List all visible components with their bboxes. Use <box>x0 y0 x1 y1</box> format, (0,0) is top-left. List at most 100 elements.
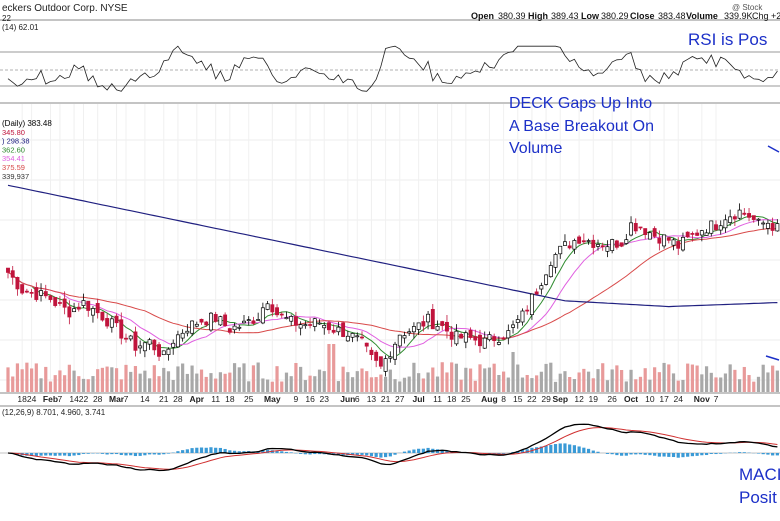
macd-histogram-bar <box>190 448 193 453</box>
rsi-label: (14) 62.01 <box>2 23 39 32</box>
candle-body-down <box>441 322 444 326</box>
candle-body-up <box>766 223 769 228</box>
macd-histogram-bar <box>280 451 283 453</box>
candle-body-up <box>384 359 387 372</box>
candle-body-up <box>516 320 519 323</box>
candle <box>393 342 396 365</box>
candle <box>342 321 345 337</box>
candle <box>96 299 99 319</box>
x-tick-label: 28 <box>93 394 103 404</box>
volume-bar <box>719 377 722 392</box>
macd-histogram-bar <box>662 453 665 457</box>
volume-bar <box>521 378 524 392</box>
candle-body-down <box>771 223 774 230</box>
candle-body-down <box>615 241 618 247</box>
macd-histogram-bar <box>762 453 765 454</box>
rsi-panel <box>0 46 780 91</box>
candle-body-down <box>474 337 477 341</box>
candle-body-down <box>280 314 283 315</box>
volume-bar <box>323 371 326 392</box>
candle-body-down <box>431 309 434 328</box>
volume-bar <box>502 372 505 392</box>
macd-histogram-bar <box>72 453 75 456</box>
candle <box>686 231 689 238</box>
candle-body-down <box>77 307 80 309</box>
macd-histogram-bar <box>63 453 66 456</box>
candle <box>261 303 264 325</box>
candle <box>91 306 94 322</box>
candle <box>308 318 311 329</box>
candle-body-up <box>318 323 321 324</box>
candle-body-up <box>681 237 684 250</box>
candle-body-up <box>483 338 486 348</box>
volume-bar <box>544 364 547 392</box>
volume-bar <box>653 367 656 392</box>
macd-histogram-bar <box>124 453 127 455</box>
candle <box>224 312 227 327</box>
macd-histogram-bar <box>757 453 760 454</box>
candle-body-up <box>455 331 458 344</box>
candle <box>209 312 212 332</box>
candle <box>629 216 632 236</box>
macd-histogram-bar <box>176 451 179 453</box>
x-tick-label: May <box>264 394 281 404</box>
volume-bar <box>667 364 670 392</box>
candle-body-down <box>535 292 538 294</box>
candle-body-up <box>238 327 241 328</box>
candle-body-down <box>205 322 208 325</box>
volume-bar <box>351 377 354 392</box>
candle-body-up <box>762 223 765 224</box>
volume-bar <box>224 374 227 392</box>
candle-body-up <box>172 343 175 347</box>
x-tick-label: 7 <box>714 394 719 404</box>
candle-body-down <box>677 241 680 248</box>
macd-histogram-bar <box>771 453 774 455</box>
candle <box>667 237 670 243</box>
volume-bar <box>6 367 9 392</box>
volume-bar <box>106 367 109 392</box>
volume-bar <box>72 371 75 392</box>
candle-body-down <box>308 324 311 325</box>
candle-body-up <box>247 320 250 321</box>
volume-bar <box>134 366 137 392</box>
candle-body-up <box>549 266 552 277</box>
volume-bar <box>483 368 486 392</box>
macd-histogram-bar <box>629 453 632 454</box>
volume-bars <box>6 344 779 392</box>
ma-mid-line <box>8 220 777 348</box>
x-tick-label: 6 <box>355 394 360 404</box>
candle <box>304 321 307 329</box>
candle <box>87 301 90 317</box>
macd-histogram-bar <box>167 453 170 454</box>
candle <box>653 226 656 238</box>
candle-body-up <box>436 326 439 330</box>
volume-bar <box>681 380 684 392</box>
volume-bar <box>582 369 585 392</box>
candle-body-up <box>82 301 85 306</box>
high-value: 389.43 <box>551 11 579 21</box>
x-tick-label: 11 <box>433 394 442 404</box>
volume-bar <box>696 366 699 392</box>
candle <box>351 333 354 343</box>
volume-bar <box>601 363 604 392</box>
macd-histogram-bar <box>87 453 90 454</box>
candle-body-down <box>644 229 647 235</box>
x-tick-label: 18 <box>17 394 27 404</box>
volume-bar <box>129 372 132 392</box>
volume-bar <box>776 371 779 392</box>
macd-histogram-bar <box>375 453 378 457</box>
x-tick-label: 25 <box>461 394 471 404</box>
candle <box>606 240 609 257</box>
x-tick-label: 12 <box>574 394 584 404</box>
volume-bar <box>153 365 156 392</box>
ma-fast-line <box>8 216 777 357</box>
volume-bar <box>290 376 293 392</box>
volume-bar <box>124 365 127 392</box>
candle <box>172 339 175 354</box>
legend-entry: 375.59 <box>2 163 25 172</box>
candle-body-up <box>261 308 264 323</box>
macd-histogram-bar <box>120 453 123 455</box>
x-tick-label: 11 <box>211 394 220 404</box>
volume-bar <box>474 381 477 392</box>
